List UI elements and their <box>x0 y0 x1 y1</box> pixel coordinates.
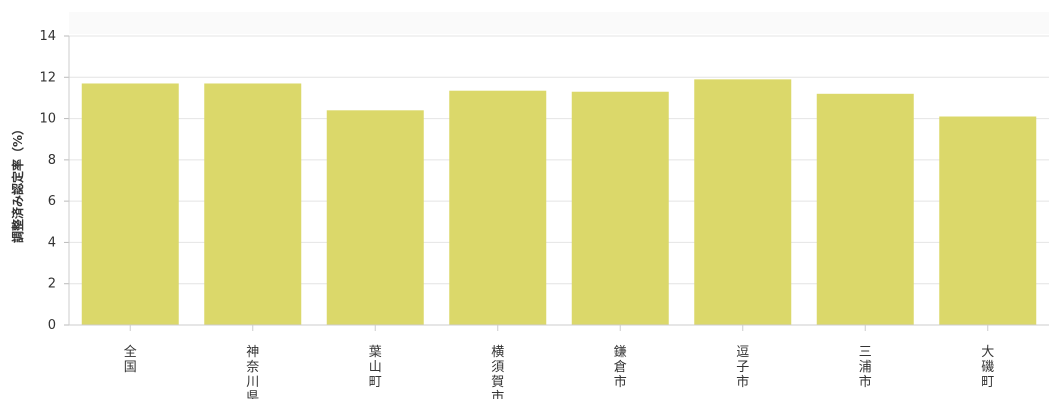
y-tick-label: 8 <box>48 153 56 168</box>
x-tick-label: 鎌倉市 <box>614 345 627 390</box>
y-tick-label: 10 <box>39 112 56 127</box>
x-tick-label: 三浦市 <box>859 345 872 390</box>
bar-5 <box>571 91 669 325</box>
x-tick-label: 神奈川県 <box>246 345 259 399</box>
bar-6 <box>694 79 792 325</box>
bar-1 <box>81 83 179 325</box>
y-tick-label: 4 <box>48 235 56 250</box>
y-tick-label: 2 <box>48 277 56 292</box>
bars <box>81 79 1037 325</box>
x-tick-label: 全国 <box>124 344 137 375</box>
x-tick-label: 逗子市 <box>736 345 749 390</box>
x-tick-label: 横須賀市 <box>491 345 504 399</box>
x-tick-label: 葉山町 <box>369 345 382 390</box>
y-axis-label: 調整済み認定率（%） <box>10 123 25 243</box>
bar-8 <box>939 116 1037 325</box>
x-axis: 全国 神奈川県 葉山町 横須賀市 鎌倉市 逗子市 三浦市 大磯町 <box>69 324 1049 399</box>
bar-4 <box>449 90 547 325</box>
y-tick-label: 12 <box>39 70 56 85</box>
x-tick-label: 大磯町 <box>981 345 994 390</box>
bar-7 <box>816 93 914 325</box>
bar-3 <box>326 110 424 325</box>
y-tick-label: 0 <box>48 318 56 333</box>
y-tick-label: 14 <box>39 29 56 44</box>
plot-background <box>69 12 1049 34</box>
y-tick-label: 6 <box>48 194 56 209</box>
y-axis: 0 2 4 6 8 10 12 14 <box>39 29 70 333</box>
bar-2 <box>204 83 302 325</box>
